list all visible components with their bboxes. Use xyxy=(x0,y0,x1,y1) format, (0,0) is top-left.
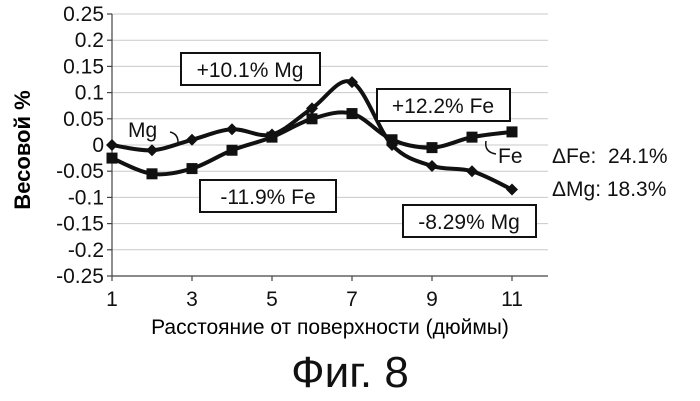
series-fe-point xyxy=(267,132,278,143)
annotation-fe-low-text: -11.9% Fe xyxy=(220,186,315,209)
series-mg-point xyxy=(426,160,438,172)
series-fe-point xyxy=(107,153,118,164)
x-tick-label: 7 xyxy=(346,288,358,311)
annotation-mg-peak-text: +10.1% Mg xyxy=(197,59,304,82)
y-tick-label: 0.25 xyxy=(63,3,104,26)
y-axis-label: Весовой % xyxy=(10,90,35,209)
series-mg-point xyxy=(146,144,158,156)
series-mg-point xyxy=(186,134,198,146)
x-tick-labels: 1 3 5 7 9 11 xyxy=(106,276,523,311)
annotation-mg-low-text: -8.29% Mg xyxy=(418,211,520,234)
x-axis-label: Расстояние от поверхности (дюймы) xyxy=(151,316,509,339)
series-mg-point xyxy=(106,139,118,151)
y-tick-label: 0.2 xyxy=(75,29,104,52)
annotation-fe-peak: +12.2% Fe xyxy=(377,89,510,121)
y-tick-label: -0.1 xyxy=(68,186,104,209)
annotation-fe-peak-text: +12.2% Fe xyxy=(392,95,494,118)
annotation-fe-low: -11.9% Fe xyxy=(200,180,336,212)
delta-fe-label: ΔFe: 24.1% xyxy=(552,145,668,168)
legend-fe-label: Fe xyxy=(498,145,523,168)
series-fe-point xyxy=(387,134,398,145)
series-fe-point xyxy=(507,126,518,137)
series-fe-point xyxy=(307,113,318,124)
legend-mg-label: Mg xyxy=(128,119,157,142)
legend-mg-pointer xyxy=(170,132,178,142)
annotation-mg-peak: +10.1% Mg xyxy=(181,53,320,85)
y-tick-label: -0.25 xyxy=(56,265,104,288)
annotation-mg-low: -8.29% Mg xyxy=(403,205,536,237)
y-tick-label: 0.05 xyxy=(63,108,104,131)
y-tick-label: 0 xyxy=(92,134,104,157)
series-mg-point xyxy=(226,123,238,135)
x-tick-label: 5 xyxy=(266,288,278,311)
y-tick-label: -0.2 xyxy=(68,239,104,262)
series-fe-point xyxy=(227,145,238,156)
series-mg-point xyxy=(466,165,478,177)
delta-mg-label: ΔMg: 18.3% xyxy=(552,178,666,201)
series-fe-point xyxy=(187,163,198,174)
series-fe-point xyxy=(147,168,158,179)
legend-fe-pointer xyxy=(486,141,496,154)
y-tick-label: -0.05 xyxy=(56,160,104,183)
series-fe-point xyxy=(427,142,438,153)
x-tick-label: 1 xyxy=(106,288,118,311)
series-fe-point xyxy=(347,108,358,119)
y-tick-label: 0.1 xyxy=(75,82,104,105)
figure-caption: Фиг. 8 xyxy=(0,348,700,398)
x-tick-label: 3 xyxy=(186,288,198,311)
series-fe-point xyxy=(467,132,478,143)
y-tick-labels: 0.25 0.2 0.15 0.1 0.05 0 -0.05 -0.1 -0.15 -0.2 -0.… xyxy=(56,3,104,288)
x-tick-label: 11 xyxy=(501,288,523,311)
y-tick-label: -0.15 xyxy=(56,213,104,236)
x-tick-label: 9 xyxy=(426,288,438,311)
y-tick-label: 0.15 xyxy=(63,55,104,78)
legend-mg: Mg xyxy=(128,119,178,142)
